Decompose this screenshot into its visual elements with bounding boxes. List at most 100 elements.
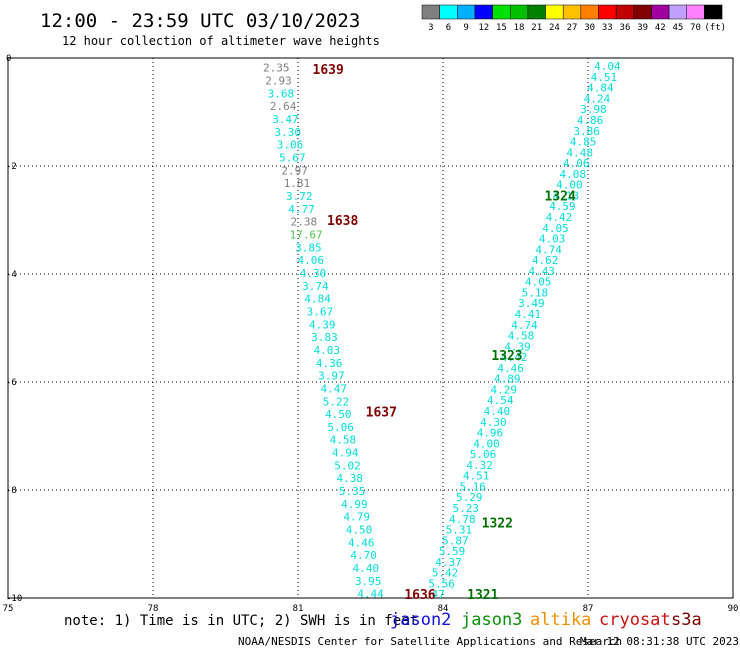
wave-height-label: 4.05 [542,222,569,235]
wave-height-label: 4.41 [515,308,542,321]
colorbar-label: 12 [478,23,489,33]
wave-height-label: 5.56 [428,577,455,590]
y-tick-label: -2 [6,162,17,172]
wave-height-label: 4.78 [449,513,476,526]
wave-height-label: 4.00 [473,437,500,450]
y-tick-label: -6 [6,378,17,388]
x-tick-label: 75 [3,604,14,614]
wave-height-label: 4.03 [314,344,341,357]
wave-height-label: 4.42 [501,351,528,364]
wave-height-label: 4.39 [504,340,531,353]
colorbar-label: 45 [673,23,684,33]
wave-height-label: 4.84 [587,82,614,95]
wave-height-label: 4.51 [463,470,490,483]
wave-height-label: 4.46 [348,536,375,549]
wave-height-label: 4.29 [491,383,518,396]
pass-label: 1636 [404,588,435,603]
colorbar-swatch [633,4,652,20]
wave-height-label: 4.00 [556,179,583,192]
wave-height-label: 3.49 [518,297,545,310]
wave-height-label: 3.68 [268,87,295,100]
colorbar-label: 18 [514,23,525,33]
x-tick-label: 87 [583,604,594,614]
wave-height-label: 5.06 [470,448,497,461]
wave-height-label: 4.96 [477,427,504,440]
wave-height-label: 4.32 [466,459,493,472]
pass-label: 1322 [482,516,513,531]
wave-height-label: 5.02 [334,459,361,472]
wave-height-label: 4.40 [484,405,511,418]
colorbar-swatch [651,4,670,20]
colorbar-label: 3 [428,23,433,33]
pass-label: 1637 [366,406,397,421]
footer-note: note: 1) Time is in UTC; 2) SWH is in fe… [64,613,418,629]
wave-height-label: 47 [432,588,445,601]
colorbar-label: 42 [655,23,666,33]
colorbar-label: 33 [602,23,613,33]
wave-height-label: 4.06 [563,157,590,170]
colorbar-label: 21 [531,23,542,33]
wave-height-label: 4.24 [584,92,611,105]
wave-height-label: 3.86 [573,125,600,138]
plot-area: 75 78 81 84 87 90 0 -2 -4 -6 -8 -10 2.352.933.682.6… [3,54,739,614]
y-tick-label: -10 [6,594,22,604]
wave-height-label: 5.35 [339,485,366,498]
x-tick-label: 90 [728,604,739,614]
wave-height-label: 3.67 [307,305,334,318]
pass-label: 1639 [313,63,344,78]
y-tick-label: 0 [6,54,11,64]
wave-height-label: 4.03 [539,233,566,246]
colorbar-label: 9 [463,23,468,33]
wave-height-label: 3.95 [355,575,382,588]
wave-height-label: 5.42 [432,567,459,580]
wave-height-label: 2.64 [270,100,297,113]
pass-labels: 1639 1638 1637 1636 1324 1323 1322 1321 [313,63,576,603]
wave-height-label: 4.36 [316,357,343,370]
wave-height-label: 4.89 [494,373,521,386]
colorbar-swatch [457,4,476,20]
wave-height-label: 5.16 [459,480,486,493]
pass-label: 1638 [327,214,358,229]
wave-height-label: 3.06 [277,139,304,152]
satellite-legend-item: altika [530,610,591,630]
colorbar-swatch [668,4,687,20]
axis-tick-labels: 75 78 81 84 87 90 0 -2 -4 -6 -8 -10 [3,54,739,614]
colorbar-swatch [615,4,635,20]
colorbar-swatch [562,4,582,20]
colorbar-label: 27 [567,23,578,33]
satellite-legend-item: cryosat [599,610,671,630]
x-tick-label: 84 [438,604,449,614]
wave-height-label: 4.99 [341,498,368,511]
wave-height-label: 4.50 [346,524,373,537]
colorbar-swatch [686,4,705,20]
wave-height-label: 4.44 [357,588,384,601]
wave-height-label: 4.59 [549,200,576,213]
wave-height-label: 1.81 [284,177,311,190]
wave-height-label: 4.06 [297,254,324,267]
y-tick-label: -8 [6,486,17,496]
wave-height-label: 4.46 [497,362,524,375]
colorbar-label: 39 [637,23,648,33]
wave-height-label: 3.98 [580,103,607,116]
x-tick-label: 81 [293,604,304,614]
wave-height-label: 4.04 [594,60,621,73]
colorbar-swatch [598,4,617,20]
wave-height-label: 17.67 [290,228,323,241]
wave-height-label: 4.86 [577,114,604,127]
wave-height-points: 2.352.933.682.643.473.303.065.672.971.81… [263,60,621,601]
colorbar-label: 36 [620,23,631,33]
colorbar-swatch [704,4,723,20]
y-tick-label: -4 [6,270,17,280]
wave-height-label: 4.37 [435,556,462,569]
wave-height-label: 4.94 [332,447,359,460]
wave-height-label: 4.50 [325,408,352,421]
colorbar-swatch [580,4,599,20]
colorbar-swatch [527,4,546,20]
wave-height-label: 4.30 [480,416,507,429]
wave-height-label: 4.40 [353,562,380,575]
footer-credit: NOAA/NESDIS Center for Satellite Applica… [238,635,622,648]
pass-label: 1324 [545,190,576,205]
wave-height-label: 3.97 [318,370,345,383]
colorbar-swatch [474,4,493,20]
wave-height-label: 4.30 [300,267,327,280]
